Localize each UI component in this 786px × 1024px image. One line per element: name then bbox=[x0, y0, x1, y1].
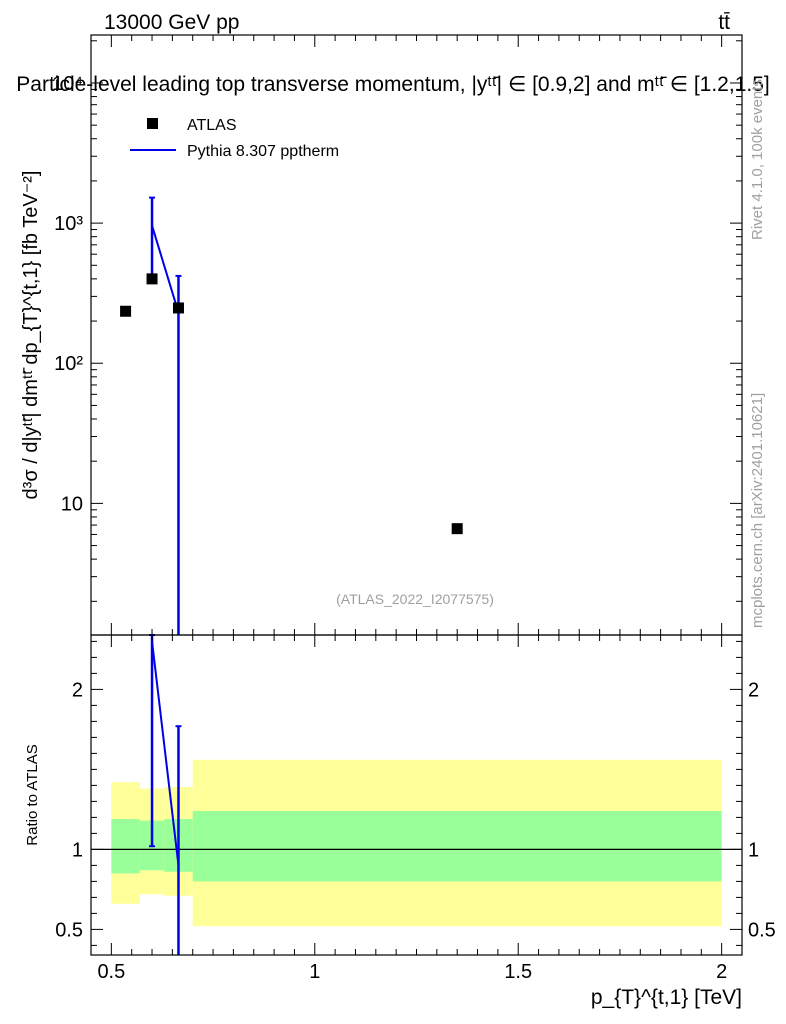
main-y-tick-label: 10 bbox=[61, 493, 83, 515]
mcplots-label: mcplots.cern.ch [arXiv:2401.10621] bbox=[749, 393, 766, 628]
legend-atlas-label: ATLAS bbox=[187, 117, 237, 134]
atlas-marker bbox=[120, 305, 132, 317]
atlas-marker bbox=[172, 302, 184, 314]
ratio-y-tick-label-left: 1 bbox=[72, 839, 83, 861]
ratio-y-tick-label-right: 2 bbox=[748, 679, 759, 701]
ratio-y-tick-label-right: 0.5 bbox=[748, 919, 776, 941]
x-tick-label: 2 bbox=[716, 961, 727, 983]
plot-title: Particle-level leading top transverse mo… bbox=[16, 73, 769, 96]
ratio-inner-band bbox=[192, 811, 722, 882]
energy-label: 13000 GeV pp bbox=[104, 11, 239, 34]
ratio-y-tick-label-right: 1 bbox=[748, 839, 759, 861]
main-y-tick-label: 10² bbox=[54, 353, 83, 375]
ratio-inner-band bbox=[111, 819, 140, 874]
process-label: tt̄ bbox=[718, 11, 730, 34]
analysis-id: (ATLAS_2022_I2077575) bbox=[336, 591, 494, 607]
ratio-panel-ticks: 0.5 0.5 1 1 2 2 0.5 1 1.5 2 bbox=[55, 635, 776, 983]
x-axis-label: p_{T}^{t,1} [TeV] bbox=[591, 986, 742, 1009]
x-tick-label: 0.5 bbox=[97, 961, 125, 983]
ratio-y-tick-label-left: 0.5 bbox=[55, 919, 83, 941]
legend-pythia-label: Pythia 8.307 pptherm bbox=[187, 143, 339, 160]
atlas-marker bbox=[146, 273, 158, 285]
ratio-y-axis-label: Ratio to ATLAS bbox=[24, 744, 41, 845]
pythia-line bbox=[151, 225, 180, 313]
main-panel-series bbox=[120, 196, 463, 635]
atlas-marker bbox=[451, 523, 463, 535]
main-panel-frame bbox=[90, 34, 743, 636]
main-y-tick-label: 10³ bbox=[54, 213, 83, 235]
ratio-y-tick-label-left: 2 bbox=[72, 679, 83, 701]
ratio-uncertainty-bands bbox=[91, 759, 742, 927]
rivet-label: Rivet 4.1.0, 100k events bbox=[749, 79, 766, 240]
main-y-tick-label: 10⁴ bbox=[52, 73, 83, 95]
x-tick-label: 1 bbox=[309, 961, 320, 983]
legend-atlas-marker bbox=[147, 118, 158, 129]
x-tick-label: 1.5 bbox=[504, 961, 532, 983]
main-panel-ticks: 10 10² 10³ 10⁴ bbox=[52, 35, 742, 635]
ratio-pythia-line bbox=[151, 641, 180, 866]
main-y-axis-label: d³σ / d|yᵗᵗ̄| dmᵗᵗ̄ dp_{T}^{t,1} [fb TeV… bbox=[20, 171, 42, 500]
ratio-panel-series bbox=[149, 634, 182, 955]
